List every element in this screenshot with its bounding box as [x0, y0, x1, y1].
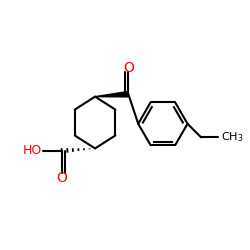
Text: O: O	[56, 170, 67, 184]
Text: CH$_3$: CH$_3$	[221, 130, 243, 144]
Text: HO: HO	[23, 144, 42, 158]
Polygon shape	[95, 92, 128, 97]
Text: O: O	[123, 60, 134, 74]
